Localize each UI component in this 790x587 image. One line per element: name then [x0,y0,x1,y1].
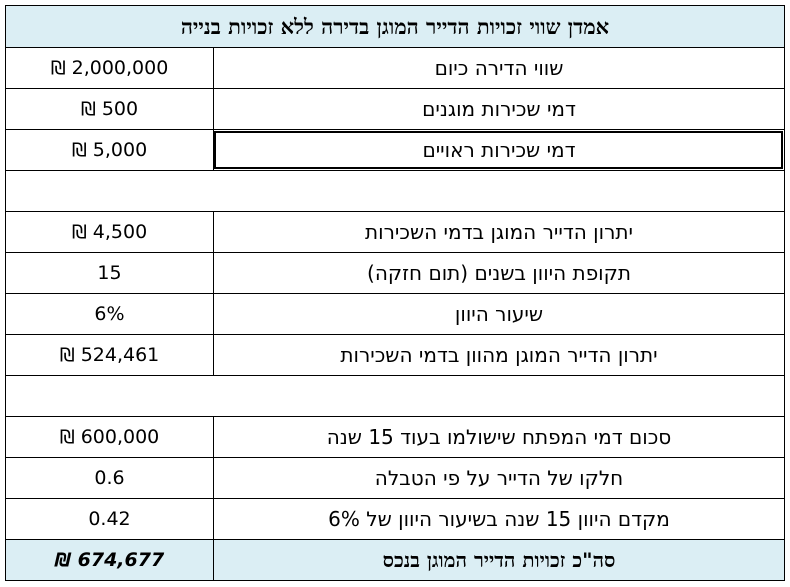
cell-value[interactable]: 15 [97,262,122,284]
empty-row[interactable] [6,375,784,416]
empty-row[interactable] [6,170,784,211]
table-row: יתרון הדייר המוגן בדמי השכירות ₪ 4,500 [6,211,784,252]
total-row: סה"כ זכויות הדייר המוגן בנכס ₪ 674,677 [6,539,784,580]
total-value[interactable]: ₪ 674,677 [54,549,165,571]
table-row: מקדם היוון 15 שנה בשיעור היוון של 6% 0.4… [6,498,784,539]
cell-label[interactable]: מקדם היוון 15 שנה בשיעור היוון של 6% [213,499,784,539]
cell-label[interactable]: דמי שכירות מוגנים [213,89,784,129]
table-title-row[interactable]: אמדן שווי זכויות הדייר המוגן בדירה ללא ז… [6,6,784,47]
cell-value[interactable]: ₪ 4,500 [71,221,148,243]
cell-value[interactable]: 0.6 [94,467,125,489]
table-row: שיעור היוון 6% [6,293,784,334]
cell-value[interactable]: ₪ 600,000 [59,426,160,448]
cell-label[interactable]: יתרון הדייר המוגן בדמי השכירות [213,212,784,252]
total-label[interactable]: סה"כ זכויות הדייר המוגן בנכס [213,540,784,580]
table-row: סכום דמי המפתח שישולמו בעוד 15 שנה ₪ 600… [6,416,784,457]
table-title: אמדן שווי זכויות הדייר המוגן בדירה ללא ז… [180,13,610,39]
cell-value[interactable]: ₪ 500 [80,98,139,120]
table-row: שווי הדירה כיום ₪ 2,000,000 [6,47,784,88]
cell-label[interactable]: שווי הדירה כיום [213,48,784,88]
table-row: תקופת היוון בשנים (תום חזקה) 15 [6,252,784,293]
cell-label[interactable]: שיעור היוון [213,294,784,334]
valuation-table: אמדן שווי זכויות הדייר המוגן בדירה ללא ז… [5,5,785,581]
cell-label[interactable]: סכום דמי המפתח שישולמו בעוד 15 שנה [213,417,784,457]
cell-value[interactable]: ₪ 5,000 [71,139,148,161]
table-row: דמי שכירות מוגנים ₪ 500 [6,88,784,129]
cell-value[interactable]: 0.42 [88,508,131,530]
cell-label-selected[interactable]: דמי שכירות ראויים [213,130,784,170]
cell-label[interactable]: חלקו של הדייר על פי הטבלה [213,458,784,498]
cell-label[interactable]: תקופת היוון בשנים (תום חזקה) [213,253,784,293]
table-row: חלקו של הדייר על פי הטבלה 0.6 [6,457,784,498]
cell-value[interactable]: 6% [94,303,125,325]
cell-value[interactable]: ₪ 2,000,000 [50,57,169,79]
cell-label[interactable]: יתרון הדייר המוגן מהוון בדמי השכירות [213,335,784,375]
table-row-selected: דמי שכירות ראויים ₪ 5,000 [6,129,784,170]
table-row: יתרון הדייר המוגן מהוון בדמי השכירות ₪ 5… [6,334,784,375]
cell-value[interactable]: ₪ 524,461 [59,344,160,366]
